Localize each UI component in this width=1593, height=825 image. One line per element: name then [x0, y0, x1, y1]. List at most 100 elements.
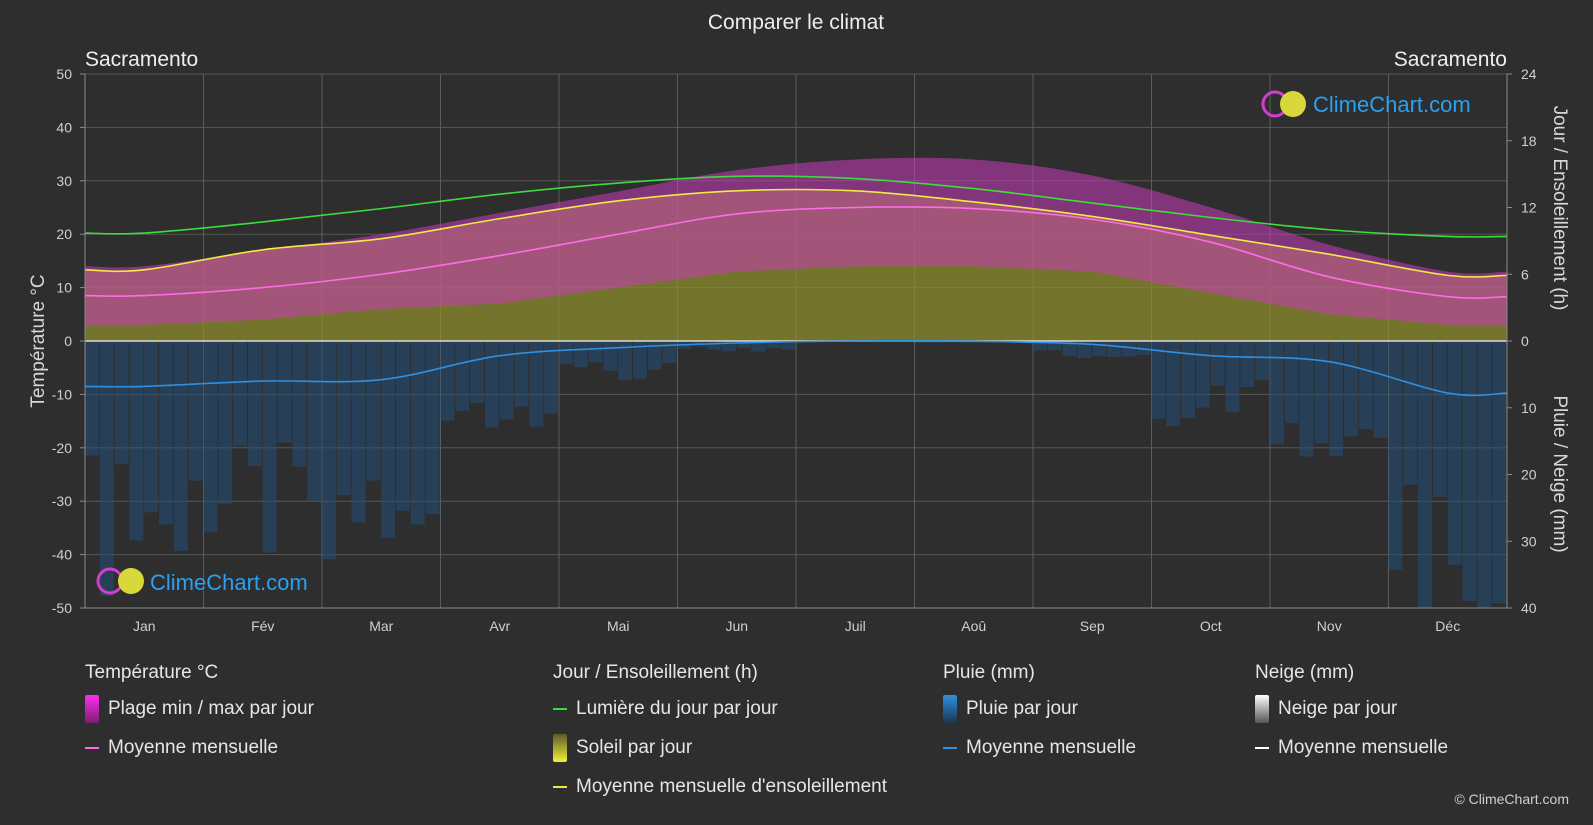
brand-logo-bottom: ClimeChart.com — [96, 567, 308, 595]
rain-bar — [129, 341, 144, 541]
sunshine-mean-line — [84, 188, 1508, 278]
sun-mean-swatch — [553, 786, 567, 788]
logo-sun-icon — [1280, 91, 1306, 117]
legend-temp-mean: Moyenne mensuelle — [85, 735, 314, 761]
rain-bar — [1181, 341, 1195, 418]
legend-rain-mean: Moyenne mensuelle — [943, 735, 1136, 761]
rain-bar — [322, 341, 336, 560]
y-left-tick-label: -30 — [52, 493, 72, 509]
rain-bar — [1284, 341, 1299, 424]
rain-bar — [1344, 341, 1358, 437]
location-right: Sacramento — [1394, 48, 1507, 71]
brand-text-bottom: ClimeChart.com — [150, 570, 308, 595]
y-left-tick-label: 30 — [56, 173, 72, 189]
rain-bar — [366, 341, 381, 481]
legend-rain-mean-label: Moyenne mensuelle — [966, 737, 1137, 758]
rain-bar — [529, 341, 544, 427]
legend-snow-mean-label: Moyenne mensuelle — [1278, 737, 1449, 758]
brand-logo-top: ClimeChart.com — [1261, 90, 1471, 118]
y-right-bottom-tick-label: 10 — [1521, 400, 1537, 416]
rain-bar — [1388, 341, 1403, 570]
rain-bar — [1418, 341, 1432, 608]
x-tick-label: Sep — [1080, 618, 1105, 634]
rain-bar — [1299, 341, 1314, 457]
rain-bar — [1329, 341, 1344, 457]
legend-rain-header: Pluie (mm) — [943, 662, 1035, 683]
rain-bar — [633, 341, 647, 379]
x-tick-label: Déc — [1435, 618, 1460, 634]
legend-temp-mean-label: Moyenne mensuelle — [108, 737, 279, 758]
legend-rain-daily: Pluie par jour — [943, 695, 1136, 723]
rain-bar — [559, 341, 573, 365]
rain-bar — [99, 341, 114, 596]
legend-rain: Pluie (mm) Pluie par jour Moyenne mensue… — [943, 660, 1136, 774]
rain-bar — [247, 341, 262, 466]
copyright: © ClimeChart.com — [1454, 791, 1569, 807]
chart-axes: 50 40 30 20 10 0 -10 -20 -30 -40 -50 24 18 12 6 0 10 20 30… — [52, 66, 1537, 634]
y-left-tick-label: 20 — [56, 226, 72, 242]
snow-swatch — [1255, 695, 1269, 723]
y-right-top-tick-label: 6 — [1521, 266, 1529, 282]
rain-bar — [1255, 341, 1269, 381]
y-right-top-label: Jour / Ensoleillement (h) — [1549, 106, 1570, 311]
rain-mean-swatch — [943, 747, 957, 749]
chart-title: Comparer le climat — [708, 11, 884, 34]
y-left-tick-label: 50 — [56, 66, 72, 82]
rain-bar — [1136, 341, 1151, 355]
x-tick-label: Fév — [251, 618, 274, 634]
rain-bar — [396, 341, 410, 511]
rain-bar — [1270, 341, 1284, 445]
y-left-tick-label: 40 — [56, 119, 72, 135]
legend-sun-header: Jour / Ensoleillement (h) — [553, 662, 758, 683]
rain-bar — [159, 341, 173, 525]
y-left-tick-label: -10 — [52, 386, 72, 402]
rain-bar — [603, 341, 618, 371]
brand-text-top: ClimeChart.com — [1313, 92, 1471, 117]
rain-bar — [1151, 341, 1166, 419]
y-left-tick-label: -20 — [52, 440, 72, 456]
x-tick-label: Avr — [489, 618, 510, 634]
rain-bar — [144, 341, 159, 513]
rain-bar — [233, 341, 247, 446]
legend-sun-mean: Moyenne mensuelle d'ensoleillement — [553, 774, 887, 800]
x-tick-label: Mai — [607, 618, 630, 634]
snow-mean-swatch — [1255, 747, 1269, 749]
rain-bar — [1166, 341, 1181, 426]
rain-bar — [1492, 341, 1506, 604]
rain-bar — [262, 341, 277, 553]
legend-temp-header: Température °C — [85, 662, 219, 683]
legend-temperature: Température °C Plage min / max par jour … — [85, 660, 314, 774]
y-left-tick-label: -50 — [52, 600, 72, 616]
rain-bar — [736, 341, 751, 349]
rain-bar — [410, 341, 425, 525]
rain-bars — [85, 341, 1506, 608]
temp-mean-swatch — [85, 747, 99, 749]
rain-bar — [1403, 341, 1418, 485]
rain-bar — [721, 341, 736, 352]
series-lines — [84, 175, 1508, 397]
rain-bar — [588, 341, 603, 363]
rain-bar — [351, 341, 366, 523]
y-right-top-tick-label: 18 — [1521, 133, 1537, 149]
rain-mean-line — [84, 340, 1508, 397]
rain-bar — [425, 341, 440, 515]
legend-sunshine: Jour / Ensoleillement (h) Lumière du jou… — [553, 660, 887, 813]
legend-daylight: Lumière du jour par jour — [553, 696, 887, 722]
y-left-label: Température °C — [28, 274, 49, 407]
rain-bar — [647, 341, 662, 370]
rain-bar — [307, 341, 321, 502]
rain-bar — [188, 341, 203, 481]
sunshine-swatch — [553, 734, 567, 762]
chart-legend: Température °C Plage min / max par jour … — [0, 660, 1593, 825]
legend-snow-daily: Neige par jour — [1255, 695, 1448, 723]
rain-bar — [203, 341, 218, 533]
rain-bar — [1462, 341, 1477, 602]
x-tick-label: Mar — [369, 618, 393, 634]
y-right-top-tick-label: 24 — [1521, 66, 1537, 82]
legend-snow-daily-label: Neige par jour — [1278, 698, 1398, 719]
rain-bar — [1092, 341, 1107, 357]
rain-bar — [173, 341, 188, 551]
rain-bar — [766, 341, 781, 348]
y-right-bottom-label: Pluie / Neige (mm) — [1549, 395, 1570, 552]
